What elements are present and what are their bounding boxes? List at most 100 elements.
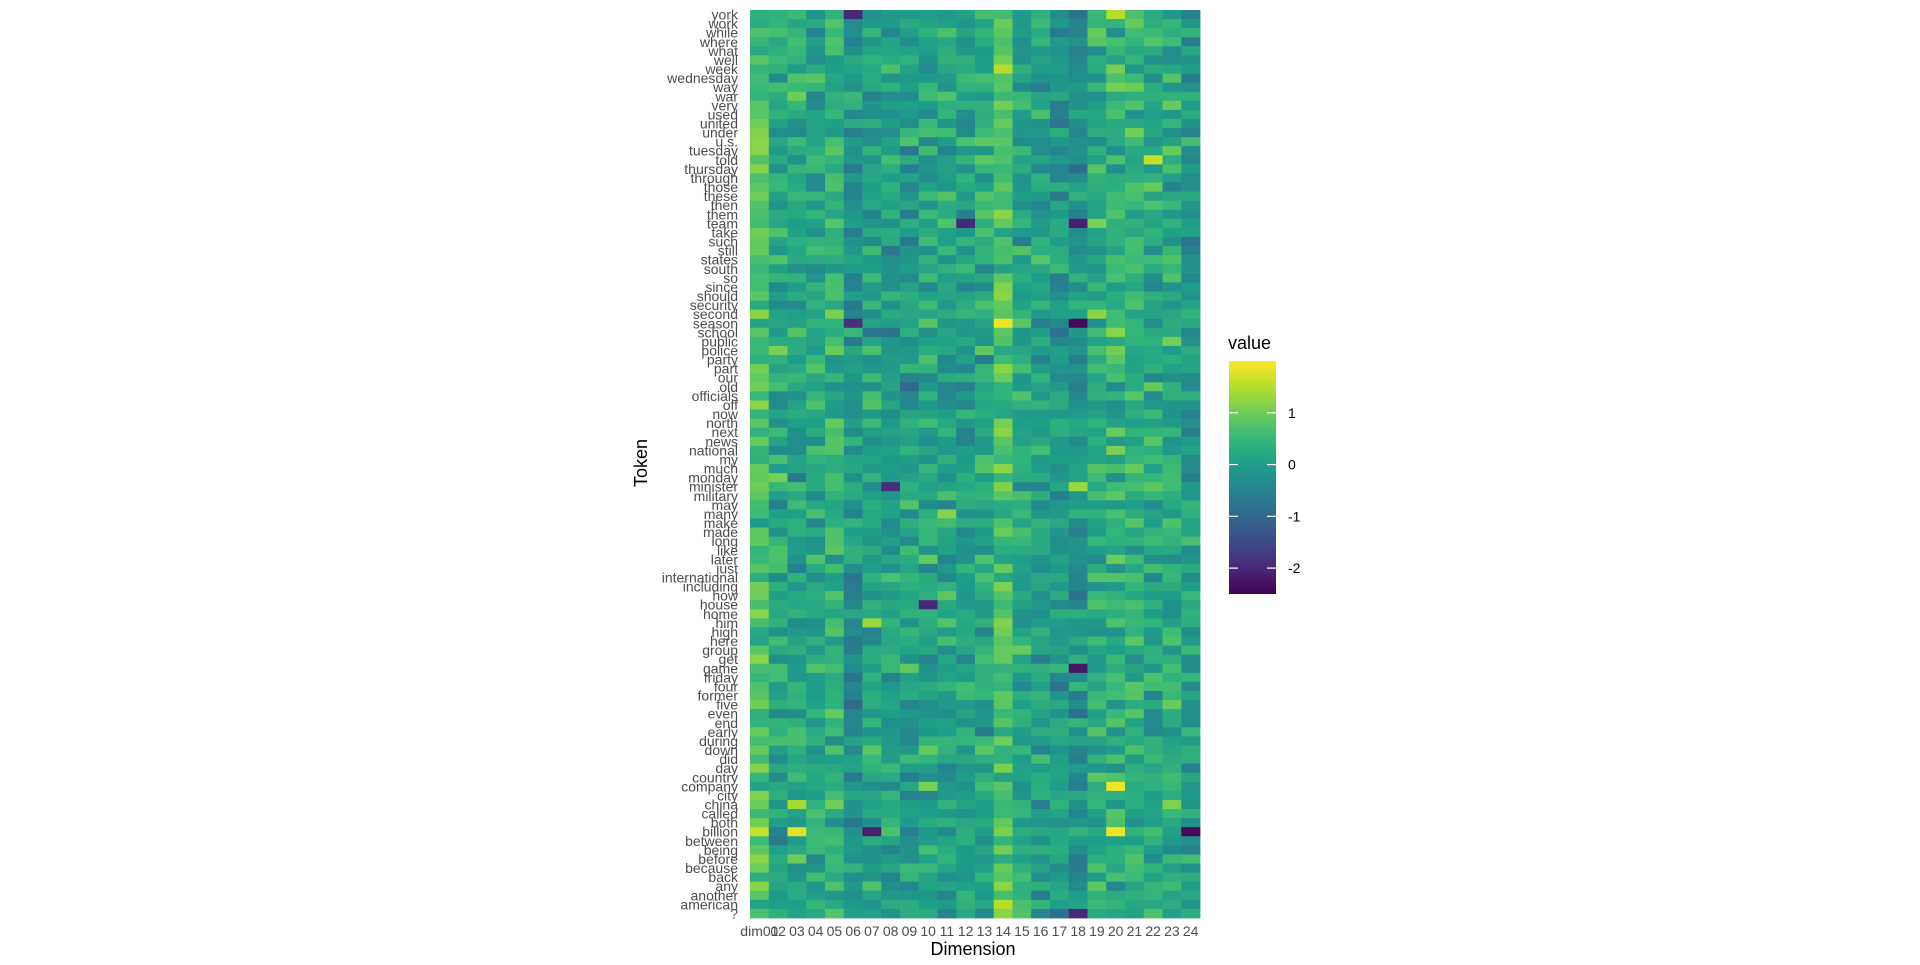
heatmap-cell (806, 527, 826, 538)
heatmap-cell (975, 309, 995, 320)
heatmap-cell (806, 336, 826, 347)
heatmap-cell (750, 636, 770, 646)
heatmap-cell (1068, 618, 1088, 628)
heatmap-cell (787, 845, 807, 855)
heatmap-cell (843, 382, 863, 392)
heatmap-cell (1106, 436, 1126, 447)
heatmap-cell (825, 237, 845, 247)
heatmap-cell (881, 781, 901, 792)
heatmap-cell (1050, 836, 1070, 846)
heatmap-cell (1068, 827, 1088, 837)
heatmap-cell (1087, 745, 1107, 755)
y-tick-label: public (701, 333, 738, 349)
y-tick-label: former (698, 688, 739, 704)
heatmap-cell (937, 255, 957, 265)
heatmap-cell (806, 863, 826, 873)
heatmap-cell (1162, 727, 1182, 737)
heatmap-cell (937, 46, 957, 56)
heatmap-cell (918, 645, 938, 656)
heatmap-cell (1031, 618, 1051, 628)
heatmap-cell (1125, 445, 1145, 456)
heatmap-cell (1181, 500, 1201, 510)
heatmap-cell (787, 173, 807, 183)
heatmap-cell (806, 128, 826, 138)
heatmap-cell (956, 645, 976, 656)
heatmap-cell (993, 790, 1013, 801)
heatmap-cell (993, 73, 1013, 84)
heatmap-cell (956, 237, 976, 247)
heatmap-cell (993, 545, 1013, 556)
heatmap-cell (1162, 509, 1182, 519)
heatmap-cell (900, 654, 920, 665)
heatmap-cell (768, 436, 788, 447)
heatmap-cell (1125, 318, 1145, 329)
heatmap-cell (937, 890, 957, 901)
heatmap-cell (900, 691, 920, 701)
heatmap-cell (1012, 464, 1032, 474)
heatmap-cell (1143, 636, 1163, 646)
heatmap-cell (1125, 572, 1145, 583)
heatmap-cell (1106, 836, 1126, 846)
heatmap-cell (1012, 355, 1032, 365)
heatmap-cell (975, 572, 995, 583)
heatmap-cell (843, 391, 863, 401)
heatmap-cell (843, 618, 863, 628)
heatmap-cell (1068, 582, 1088, 592)
heatmap-cell (768, 291, 788, 301)
heatmap-cell (1031, 155, 1051, 165)
heatmap-cell (1087, 100, 1107, 111)
heatmap-cell (918, 545, 938, 556)
heatmap-cell (750, 518, 770, 528)
heatmap-cell (937, 164, 957, 174)
heatmap-cell (1050, 309, 1070, 320)
heatmap-cell (1106, 318, 1126, 329)
heatmap-cell (787, 291, 807, 301)
heatmap-cell (1125, 754, 1145, 765)
heatmap-cell (1087, 454, 1107, 465)
heatmap-cell (918, 100, 938, 111)
heatmap-cell (1068, 318, 1088, 329)
heatmap-cell (862, 164, 882, 174)
heatmap-cell (937, 73, 957, 84)
heatmap-cell (1143, 300, 1163, 311)
heatmap-cell (1162, 527, 1182, 538)
heatmap-cell (993, 246, 1013, 256)
heatmap-cell (993, 64, 1013, 74)
y-tick-label: north (706, 415, 738, 431)
heatmap-cell (1162, 246, 1182, 256)
heatmap-cell (843, 582, 863, 592)
heatmap-cell (862, 146, 882, 156)
heatmap-cell (843, 237, 863, 247)
y-tick-label: season (693, 315, 738, 331)
heatmap-cell (787, 681, 807, 692)
heatmap-cell (768, 264, 788, 274)
heatmap-cell (1087, 554, 1107, 565)
heatmap-cell (1031, 663, 1051, 674)
heatmap-cell (825, 173, 845, 183)
heatmap-cell (862, 64, 882, 74)
heatmap-cell (1012, 591, 1032, 601)
heatmap-cell (806, 473, 826, 483)
heatmap-cell (768, 427, 788, 438)
heatmap-cell (937, 218, 957, 229)
heatmap-cell (1106, 109, 1126, 120)
heatmap-cell (937, 572, 957, 583)
heatmap-cell (806, 255, 826, 265)
heatmap-cell (881, 55, 901, 65)
heatmap-cell (1143, 345, 1163, 356)
heatmap-cell (975, 509, 995, 519)
heatmap-cell (750, 554, 770, 565)
heatmap-cell (843, 273, 863, 283)
heatmap-cell (1125, 872, 1145, 883)
heatmap-cell (862, 799, 882, 810)
heatmap-cell (918, 854, 938, 864)
heatmap-cell (1181, 318, 1201, 329)
heatmap-cell (1068, 454, 1088, 465)
heatmap-cell (806, 309, 826, 320)
heatmap-cell (1031, 754, 1051, 765)
heatmap-cell (956, 227, 976, 238)
heatmap-cell (881, 572, 901, 583)
heatmap-cell (843, 563, 863, 574)
heatmap-cell (1087, 663, 1107, 674)
heatmap-cell (1031, 591, 1051, 601)
